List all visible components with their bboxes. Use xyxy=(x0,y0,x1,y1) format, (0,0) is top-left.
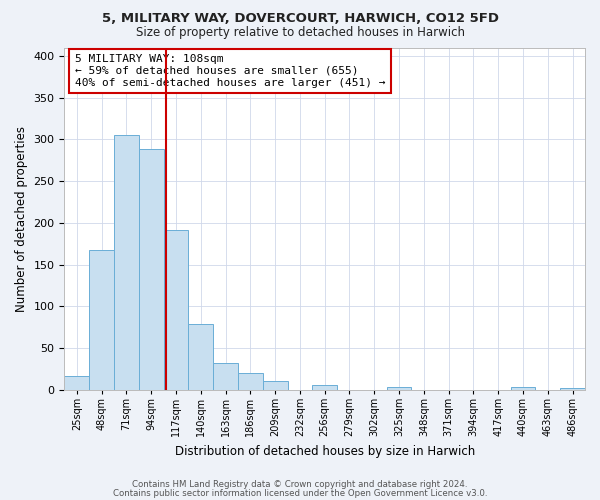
Bar xyxy=(164,230,188,390)
Text: Size of property relative to detached houses in Harwich: Size of property relative to detached ho… xyxy=(136,26,464,39)
Bar xyxy=(213,363,238,390)
Bar xyxy=(386,388,412,390)
Bar xyxy=(263,380,287,390)
Text: Contains HM Land Registry data © Crown copyright and database right 2024.: Contains HM Land Registry data © Crown c… xyxy=(132,480,468,489)
Bar xyxy=(560,388,585,390)
X-axis label: Distribution of detached houses by size in Harwich: Distribution of detached houses by size … xyxy=(175,444,475,458)
Bar xyxy=(188,324,213,390)
Bar xyxy=(139,150,164,390)
Text: 5 MILITARY WAY: 108sqm
← 59% of detached houses are smaller (655)
40% of semi-de: 5 MILITARY WAY: 108sqm ← 59% of detached… xyxy=(75,54,385,88)
Bar xyxy=(313,385,337,390)
Bar xyxy=(114,135,139,390)
Y-axis label: Number of detached properties: Number of detached properties xyxy=(15,126,28,312)
Bar xyxy=(89,250,114,390)
Bar xyxy=(511,388,535,390)
Text: 5, MILITARY WAY, DOVERCOURT, HARWICH, CO12 5FD: 5, MILITARY WAY, DOVERCOURT, HARWICH, CO… xyxy=(101,12,499,26)
Text: Contains public sector information licensed under the Open Government Licence v3: Contains public sector information licen… xyxy=(113,488,487,498)
Bar xyxy=(64,376,89,390)
Bar xyxy=(238,373,263,390)
